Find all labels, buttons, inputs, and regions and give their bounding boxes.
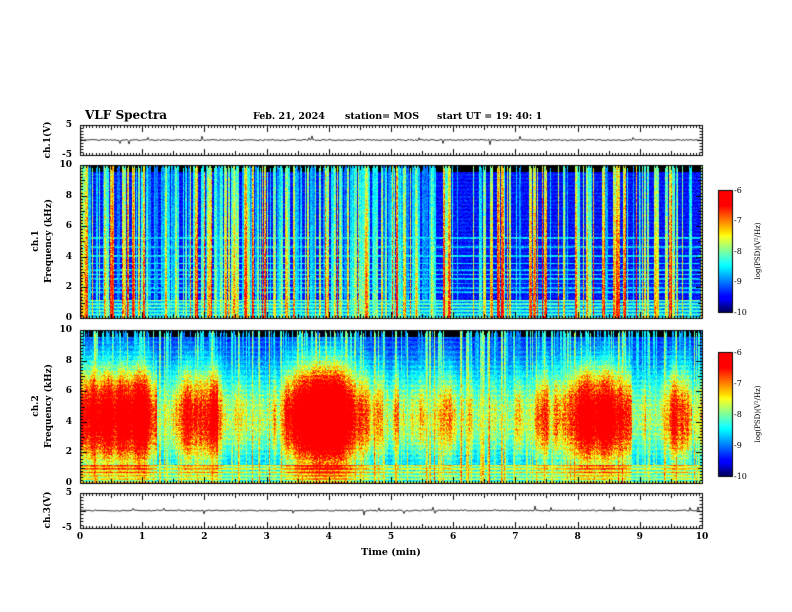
x-tick-label: 5 xyxy=(387,532,395,542)
colorbar1-title: log(PSD)(V²/Hz) xyxy=(754,222,762,280)
y-tick-label: 6 xyxy=(65,386,72,397)
colorbar2-title: log(PSD)(V²/Hz) xyxy=(754,385,762,443)
x-tick-label: 2 xyxy=(201,532,208,542)
figure-title: VLF Spectra xyxy=(85,108,168,122)
y-tick-label: 10 xyxy=(59,160,72,170)
x-tick-label: 8 xyxy=(574,532,581,542)
y-tick-label: 2 xyxy=(65,282,72,293)
ch2-spectrogram-axis-title-line1: ch.2 xyxy=(31,395,41,417)
y-tick-label: 2 xyxy=(65,447,72,458)
y-tick-label: 8 xyxy=(65,355,72,366)
y-tick-label: 0 xyxy=(65,478,72,488)
x-tick-label: 1 xyxy=(139,532,146,542)
y-tick-label: 0 xyxy=(65,313,72,323)
y-tick-label: -5 xyxy=(62,523,72,533)
ch2-spectrogram-axis-title-line2: Frequency (kHz) xyxy=(44,363,54,449)
date-label: Feb. 21, 2024 xyxy=(253,111,325,122)
colorbar-tick-label: -8 xyxy=(734,246,742,256)
start-ut-label: start UT = 19: 40: 1 xyxy=(437,111,543,122)
colorbar-tick-label: -9 xyxy=(734,440,742,450)
x-tick-label: 6 xyxy=(450,532,457,542)
y-tick-label: 5 xyxy=(65,488,72,498)
y-tick-label: 10 xyxy=(59,325,72,335)
time-axis-title: Time (min) xyxy=(361,547,421,558)
colorbar-tick-label: -8 xyxy=(734,409,742,419)
y-tick-label: 5 xyxy=(65,120,72,130)
colorbar-tick-label: -7 xyxy=(734,216,742,225)
y-tick-label: 6 xyxy=(65,221,72,232)
colorbar-tick-label: -6 xyxy=(734,347,742,357)
x-tick-label: 3 xyxy=(263,532,270,542)
colorbar-tick-label: -6 xyxy=(734,185,742,195)
x-tick-label: 9 xyxy=(636,532,643,542)
y-tick-label: 4 xyxy=(65,251,72,262)
x-tick-label: 4 xyxy=(325,532,332,542)
x-tick-label: 0 xyxy=(76,532,84,542)
x-tick-label: 10 xyxy=(695,532,709,542)
y-tick-label: 4 xyxy=(65,416,72,427)
ch1-spectrogram-axis-title-line2: Frequency (kHz) xyxy=(44,198,54,284)
station-label: station= MOS xyxy=(345,111,420,122)
colorbar-tick-label: -9 xyxy=(734,277,742,286)
y-tick-label: 8 xyxy=(65,190,72,201)
colorbar-tick-label: -10 xyxy=(734,307,747,317)
colorbar-tick-label: -10 xyxy=(734,471,747,481)
y-tick-label: -5 xyxy=(62,150,72,160)
x-tick-label: 7 xyxy=(512,532,519,542)
ch1-spectrogram-axis-title-line1: ch.1 xyxy=(31,230,41,252)
colorbar-tick-label: -7 xyxy=(734,378,742,388)
